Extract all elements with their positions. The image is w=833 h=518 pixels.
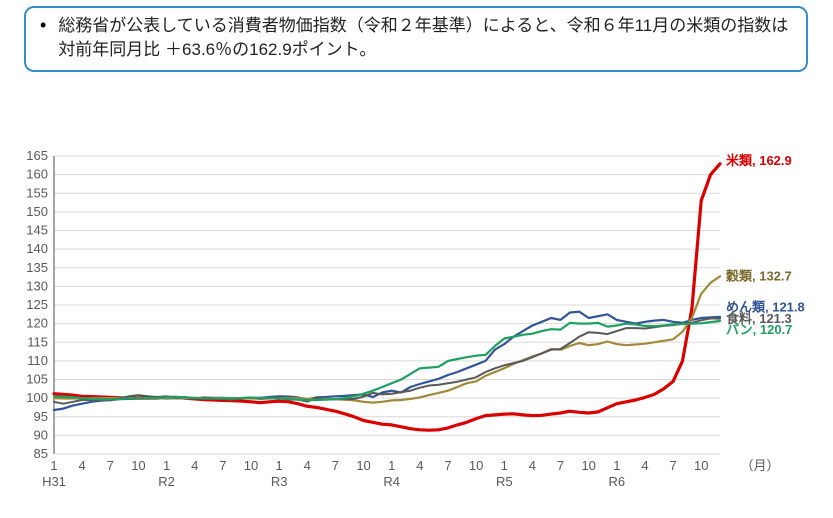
svg-text:4: 4 (641, 458, 648, 473)
svg-text:10: 10 (469, 458, 483, 473)
svg-text:145: 145 (26, 223, 48, 238)
svg-text:10: 10 (694, 458, 708, 473)
svg-text:10: 10 (581, 458, 595, 473)
svg-text:1: 1 (50, 458, 57, 473)
summary-text: 総務省が公表している消費者物価指数（令和２年基準）によると、令和６年11月の米類… (58, 14, 792, 62)
svg-text:4: 4 (529, 458, 536, 473)
svg-text:4: 4 (416, 458, 423, 473)
svg-text:110: 110 (27, 353, 48, 368)
summary-bullet: • 総務省が公表している消費者物価指数（令和２年基準）によると、令和６年11月の… (40, 14, 792, 62)
svg-text:90: 90 (34, 427, 48, 442)
svg-text:（月）: （月） (740, 458, 779, 473)
svg-text:7: 7 (107, 458, 114, 473)
svg-text:100: 100 (26, 390, 48, 405)
svg-text:10: 10 (131, 458, 145, 473)
svg-text:115: 115 (27, 334, 48, 349)
svg-text:パン, 120.7: パン, 120.7 (726, 322, 792, 337)
cpi-chart: 8590951001051101151201251301351401451501… (10, 150, 820, 500)
svg-text:150: 150 (26, 204, 48, 219)
svg-text:165: 165 (26, 150, 48, 163)
svg-text:H31: H31 (42, 474, 66, 489)
svg-text:1: 1 (163, 458, 170, 473)
summary-callout: • 総務省が公表している消費者物価指数（令和２年基準）によると、令和６年11月の… (24, 6, 808, 72)
svg-text:135: 135 (26, 260, 48, 275)
svg-text:160: 160 (26, 167, 48, 182)
svg-text:10: 10 (356, 458, 370, 473)
svg-text:7: 7 (332, 458, 339, 473)
svg-text:1: 1 (388, 458, 395, 473)
svg-text:米類, 162.9: 米類, 162.9 (726, 153, 792, 168)
svg-text:1: 1 (613, 458, 620, 473)
svg-text:R4: R4 (383, 474, 400, 489)
svg-text:4: 4 (304, 458, 311, 473)
svg-text:7: 7 (444, 458, 451, 473)
svg-text:7: 7 (219, 458, 226, 473)
svg-text:140: 140 (26, 241, 48, 256)
svg-text:7: 7 (669, 458, 676, 473)
svg-text:穀類, 132.7: 穀類, 132.7 (725, 268, 792, 283)
svg-text:R2: R2 (158, 474, 175, 489)
svg-text:7: 7 (557, 458, 564, 473)
svg-text:4: 4 (191, 458, 198, 473)
svg-text:R3: R3 (271, 474, 288, 489)
svg-text:1: 1 (276, 458, 283, 473)
svg-text:95: 95 (34, 409, 48, 424)
chart-svg: 8590951001051101151201251301351401451501… (10, 150, 820, 500)
svg-text:155: 155 (26, 185, 48, 200)
svg-text:4: 4 (79, 458, 86, 473)
svg-text:10: 10 (244, 458, 258, 473)
svg-text:120: 120 (26, 316, 48, 331)
bullet-dot: • (40, 14, 46, 36)
svg-text:R5: R5 (496, 474, 513, 489)
svg-text:R6: R6 (609, 474, 626, 489)
svg-text:130: 130 (26, 278, 48, 293)
svg-text:85: 85 (34, 446, 48, 461)
svg-text:1: 1 (501, 458, 508, 473)
svg-text:125: 125 (26, 297, 48, 312)
svg-text:105: 105 (26, 372, 48, 387)
